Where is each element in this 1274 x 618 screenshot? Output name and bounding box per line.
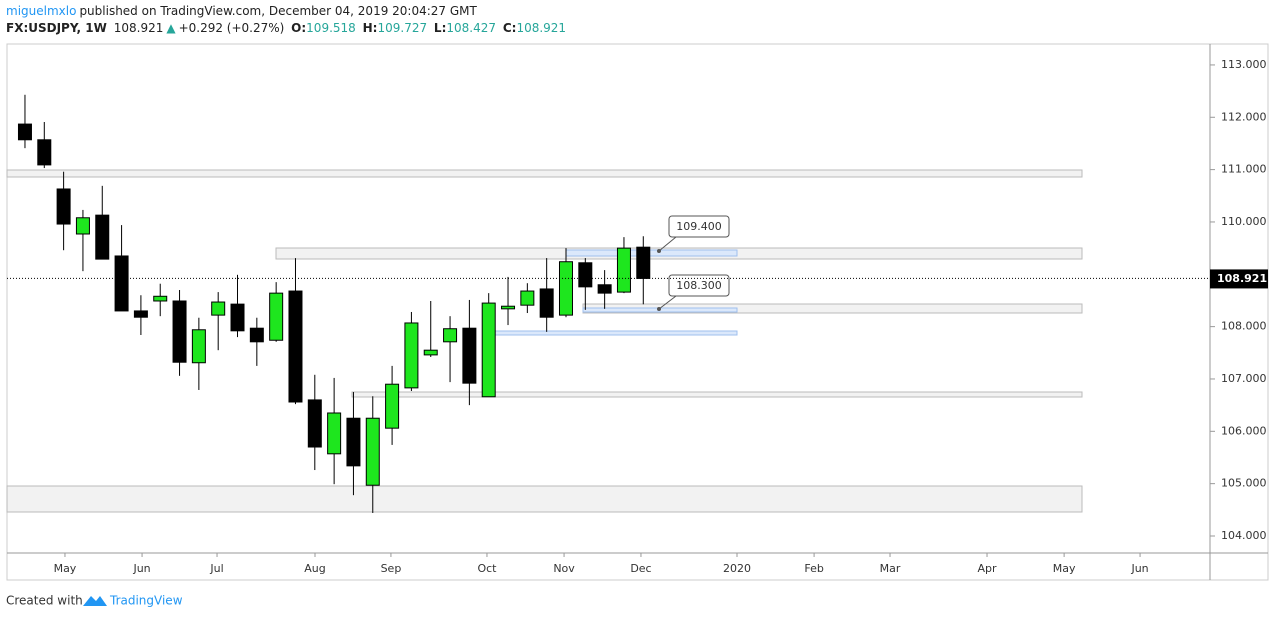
candle-body [288,290,303,403]
candle-body [95,214,110,260]
user[interactable]: miguelmxlo [6,4,77,18]
footer-brand[interactable]: TradingView [109,594,183,608]
zone [6,485,1083,513]
last-price-box [1210,269,1268,289]
candle-body [385,383,400,429]
callout-label: 108.300 [676,279,722,292]
candle-body [578,262,593,288]
zone [351,391,1083,398]
y-tick-label: 105.000 [1221,477,1267,490]
tradingview-logo [83,596,107,606]
candles [17,94,651,513]
callout: 109.400 [657,215,730,253]
candle-body [346,417,361,467]
candle-body [520,290,535,306]
candle-body [56,188,71,225]
candle-body [230,303,245,332]
l-value: 108.427 [446,21,496,35]
up-arrow: ▲ [166,21,176,35]
candle-body [269,292,284,341]
header-line-2: FX:USDJPY, 1W 108.921 ▲ +0.292 (+0.27%) O:… [6,21,569,35]
o-value: 109.518 [306,21,356,35]
published: published on TradingView.com, December 0… [79,4,477,18]
y-tick-label: 112.000 [1221,110,1267,123]
o-label: O: [291,21,307,35]
y-tick-label: 104.000 [1221,529,1267,542]
x-tick-label: Oct [477,562,497,575]
callout-label: 109.400 [676,220,722,233]
candle-body [75,217,90,235]
l-label: L: [433,21,447,35]
candle-body [211,301,226,316]
header-line-1: miguelmxlo published on TradingView.com, … [6,4,480,18]
x-tick-label: Jul [209,562,223,575]
callout-box [668,215,730,238]
x-tick-label: Jun [132,562,150,575]
x-tick-label: Feb [804,562,823,575]
x-tick-label: Jun [1130,562,1148,575]
candle-body [501,305,516,310]
footer-created: Created with [6,594,83,608]
candle-body [114,255,129,312]
candle-body [133,310,148,318]
c-label: C: [502,21,517,35]
callout: 108.300 [657,274,730,311]
zone [565,249,738,257]
y-tick-label: 110.000 [1221,215,1267,228]
candle-body [327,412,342,455]
candle-body [17,123,32,141]
candle-body [307,399,322,448]
symbol: FX:USDJPY, 1W [6,21,107,35]
callout-box [668,274,730,297]
x-tick-label: Dec [630,562,651,575]
candle-body [558,261,573,316]
candle-body [481,302,496,398]
callout-pointer [658,295,677,310]
y-tick-label: 108.000 [1221,320,1267,333]
last-price-label: 108.921 [1217,272,1267,285]
callout-pointer [658,236,677,252]
x-tick-label: Sep [381,562,402,575]
x-tick-label: May [1053,562,1076,575]
price: 108.921 [113,21,164,35]
candle-body [249,327,264,343]
candle-body [462,327,477,384]
logo-icon [83,596,107,606]
y-tick-label: 111.000 [1221,163,1267,176]
callout-dot [657,249,661,253]
h-value: 109.727 [377,21,428,35]
candle-body [404,322,419,389]
x-tick-label: May [54,562,77,575]
candle-body [597,284,612,294]
candle-body [191,329,206,364]
zones [6,169,1083,513]
candle-body [153,295,168,302]
zone [486,330,738,336]
x-tick-label: Aug [304,562,325,575]
change: +0.292 (+0.27%) [178,21,285,35]
x-tick-label: 2020 [723,562,751,575]
candle-body [616,247,631,293]
candle-body [423,349,438,356]
y-tick-label: 106.000 [1221,424,1267,437]
candle-body [365,417,380,486]
x-tick-label: Mar [880,562,901,575]
zone [6,169,1083,178]
candle-body [636,246,651,279]
h-label: H: [362,21,378,35]
candle-body [443,328,458,343]
candle-body [539,288,554,318]
c-value: 108.921 [516,21,567,35]
callout-dot [657,307,661,311]
y-tick-label: 113.000 [1221,58,1267,71]
candle-body [172,300,187,363]
candle-body [37,139,52,166]
y-tick-label: 107.000 [1221,372,1267,385]
x-tick-label: Apr [978,562,998,575]
x-tick-label: Nov [553,562,575,575]
